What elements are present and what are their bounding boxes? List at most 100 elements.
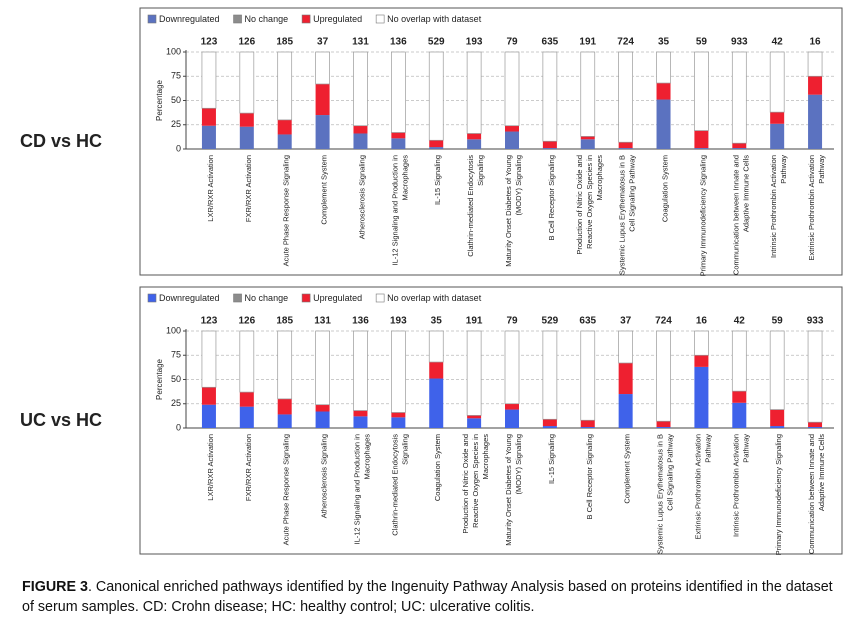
y-axis-label: Percentage [155,358,164,399]
bar-segment [770,112,785,124]
bar-segment [580,139,595,149]
chart-frame [139,7,843,276]
count-label: 185 [276,37,293,48]
bar-segment [732,148,747,149]
bar-segment [770,123,785,149]
x-tick-label: IL-12 Signaling and Production inMacroph… [390,155,409,266]
caption-text: . Canonical enriched pathways identified… [22,579,833,615]
bar-segment [467,139,482,149]
bar-segment [353,51,368,127]
bar-segment [656,427,671,428]
bar-segment [656,421,671,428]
x-tick-label: Clathrin-mediated EndocytosisSignaling [466,155,485,257]
bar-segment [694,148,709,149]
y-tick-label: 100 [166,46,181,56]
count-label: 933 [807,316,824,327]
bar-segment [201,387,216,405]
legend-label: No overlap with dataset [387,14,482,24]
bar-segment [277,330,293,400]
legend-swatch [233,293,242,303]
bar-segment [656,330,671,422]
x-tick-label: IL-15 Signaling [547,434,556,484]
bar-segment [542,141,557,149]
count-label: 126 [238,316,255,327]
y-tick-label: 0 [176,143,181,153]
legend-swatch [375,293,385,303]
count-label: 79 [506,37,518,48]
bar-segment [201,125,216,149]
count-label: 123 [201,316,218,327]
bar-segment [504,330,520,405]
bar-segment [277,119,292,135]
bar-segment [391,412,406,418]
bar-segment [618,394,633,428]
count-label: 59 [772,316,784,327]
x-tick-label: Communication between Innate andAdaptive… [731,155,750,275]
bar-segment [467,133,482,140]
bar-segment [466,330,482,416]
bar-segment [807,51,823,77]
bar-segment [391,138,406,149]
bar-segment [277,51,293,121]
legend-label: Downregulated [159,14,220,24]
legend-label: Upregulated [313,293,362,303]
bar-segment [429,362,444,379]
bar-segment [694,130,709,149]
bar-segment [315,330,330,406]
bar-segment [505,403,519,410]
x-tick-label: Acute Phase Response Signaling [282,434,291,545]
count-label: 35 [431,316,443,327]
legend-swatch [301,14,311,24]
count-label: 16 [809,37,821,48]
count-label: 933 [731,37,748,48]
x-tick-label: Extrinsic Prothrombin ActivationPathway [807,155,826,261]
count-label: 37 [317,37,329,48]
bar-segment [580,330,596,421]
y-axis-label: Percentage [155,79,164,120]
bar-segment [428,330,444,363]
count-label: 35 [658,37,670,48]
x-tick-label: Maturity Onset Diabetes of Young(MODY) S… [504,434,523,546]
count-label: 131 [314,316,331,327]
count-label: 79 [506,316,518,327]
count-label: 529 [542,316,559,327]
count-label: 136 [390,37,407,48]
count-label: 131 [352,37,369,48]
x-tick-label: Acute Phase Response Signaling [282,155,291,266]
bar-segment [618,330,633,364]
count-label: 724 [617,37,634,48]
count-label: 724 [655,316,672,327]
x-tick-label: Intrinsic Prothrombin ActivationPathway [731,434,750,537]
y-tick-label: 50 [171,95,181,105]
y-tick-label: 50 [171,374,181,384]
legend-swatch [375,14,385,24]
bar-segment [770,409,785,427]
bar-segment [505,409,519,428]
caption-label: FIGURE 3 [22,579,88,595]
bar-segment [239,51,255,114]
bar-segment [391,132,406,139]
count-label: 42 [734,316,746,327]
bar-segment [353,330,368,411]
bar-segment [731,51,747,144]
bar-segment [618,363,633,395]
bar-segment [656,99,671,149]
bar-segment [315,404,330,412]
bar-segment [732,143,747,149]
x-tick-label: Primary Immunodeficiency Signaling [698,155,707,276]
bar-segment [505,131,519,149]
bar-segment [391,51,406,133]
x-tick-label: Complement System [623,434,632,504]
y-tick-label: 25 [171,398,181,408]
bar-segment [201,51,217,109]
bar-segment [315,411,330,428]
bar-segment [315,115,330,149]
legend-label: Downregulated [159,293,220,303]
chart-label: CD vs HC [20,131,102,151]
bar-segment [467,415,482,419]
chart-label: UC vs HC [20,410,102,430]
bar-segment [391,330,406,413]
x-tick-label: Primary Immunodeficiency Signaling [774,434,783,555]
bar-segment [732,402,747,428]
x-tick-label: B Cell Receptor Signaling [547,155,556,240]
